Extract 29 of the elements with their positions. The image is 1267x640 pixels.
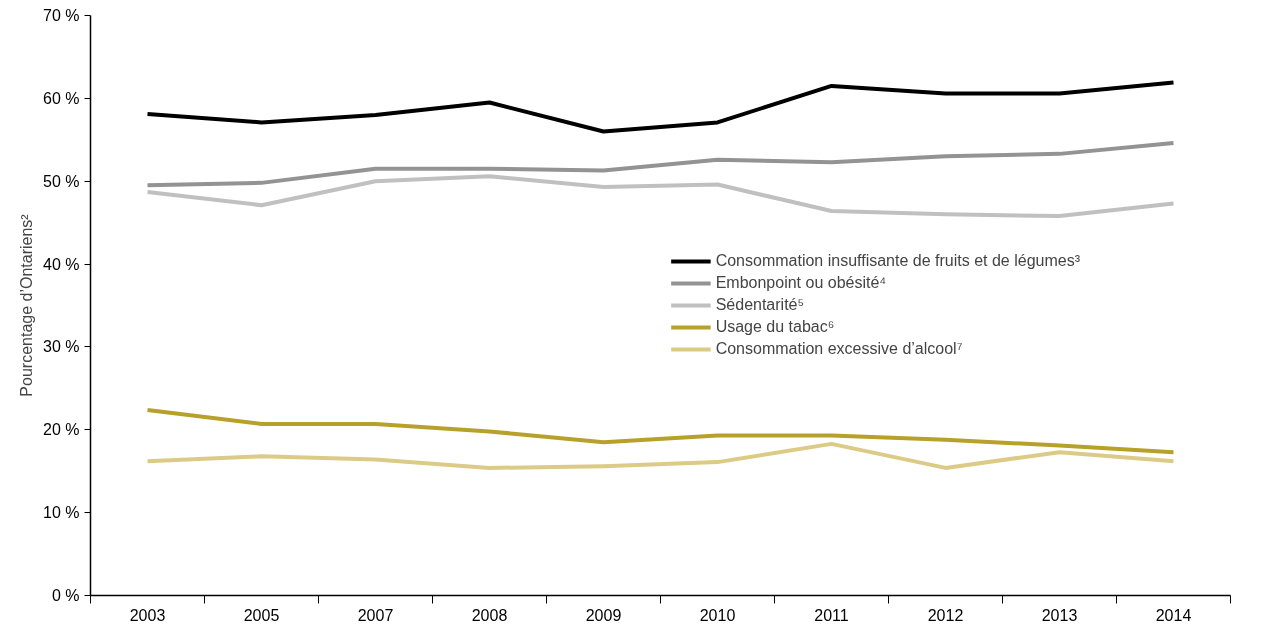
y-tick-label: 0 % bbox=[51, 587, 80, 604]
legend-label: Consommation excessive d’alcool⁷ bbox=[715, 340, 963, 358]
legend-label: Usage du tabac⁶ bbox=[715, 318, 835, 336]
y-tick-label: 30 % bbox=[43, 338, 80, 356]
y-tick-label: 40 % bbox=[43, 255, 80, 273]
legend-label: Embonpoint ou obésité⁴ bbox=[715, 274, 887, 292]
y-tick-label: 20 % bbox=[43, 421, 80, 439]
line-series bbox=[145, 80, 1176, 134]
x-tick-label: 2009 bbox=[585, 606, 622, 624]
legend-label: Consommation insuffisante de fruits et de légumes³ bbox=[715, 252, 1080, 270]
legend-label: Sédentarité⁵ bbox=[715, 296, 805, 314]
y-tick-label: 60 % bbox=[43, 89, 80, 107]
x-tick-label: 2003 bbox=[129, 606, 166, 624]
y-tick-label: 50 % bbox=[43, 172, 80, 190]
line-series bbox=[145, 141, 1176, 188]
y-tick-label: 10 % bbox=[43, 504, 80, 522]
x-tick-label: 2014 bbox=[1155, 606, 1192, 624]
line-series bbox=[145, 441, 1176, 470]
x-tick-label: 2008 bbox=[471, 606, 508, 624]
line-series bbox=[145, 407, 1176, 455]
x-tick-label: 2013 bbox=[1041, 606, 1078, 624]
x-tick-label: 2011 bbox=[814, 606, 849, 624]
line-series bbox=[145, 174, 1176, 219]
x-tick-label: 2010 bbox=[699, 606, 736, 624]
x-tick-label: 2005 bbox=[243, 606, 280, 624]
y-tick-label: 70 % bbox=[43, 7, 80, 24]
x-tick-label: 2007 bbox=[357, 606, 394, 624]
x-tick-label: 2012 bbox=[927, 606, 964, 624]
y-axis-title: Pourcentage d’Ontariens² bbox=[18, 213, 36, 397]
